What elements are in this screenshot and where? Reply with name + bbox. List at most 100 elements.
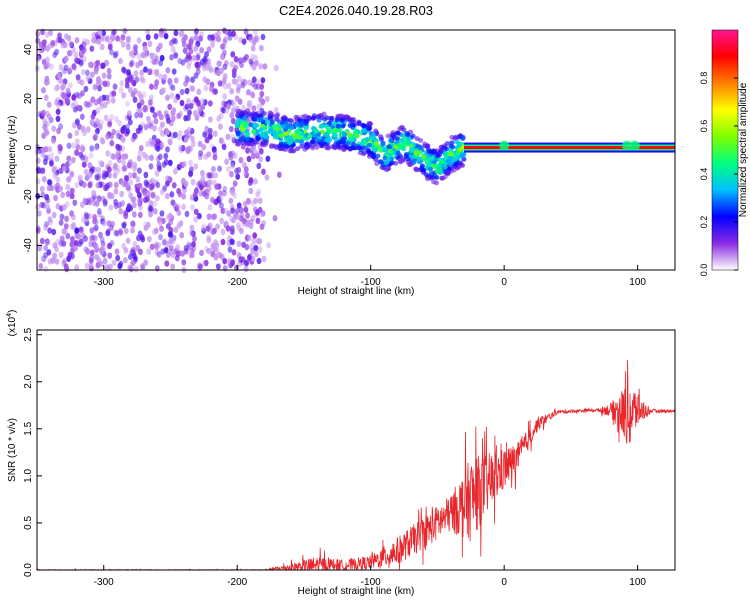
heatmap-cell bbox=[226, 258, 232, 265]
heatmap-cell bbox=[191, 245, 197, 252]
heatmap-cell bbox=[107, 252, 113, 259]
spectrogram-y-tick-label: 40 bbox=[23, 44, 34, 56]
heatmap-cell bbox=[247, 33, 253, 40]
heatmap-cell bbox=[71, 156, 76, 164]
heatmap-cell bbox=[169, 191, 175, 198]
heatmap-cell bbox=[158, 113, 164, 121]
heatmap-cell bbox=[459, 153, 465, 159]
heatmap-cell bbox=[298, 122, 304, 128]
heatmap-cell bbox=[236, 240, 242, 248]
heatmap-cell bbox=[162, 27, 167, 35]
heatmap-cell bbox=[78, 151, 84, 159]
heatmap-cell bbox=[124, 100, 130, 107]
heatmap-cell bbox=[331, 133, 337, 139]
heatmap-cell bbox=[65, 161, 70, 168]
heatmap-cell bbox=[382, 155, 388, 161]
heatmap-cell bbox=[259, 223, 265, 230]
heatmap-cell bbox=[314, 137, 320, 143]
heatmap-cell bbox=[233, 56, 239, 63]
heatmap-cell bbox=[243, 166, 249, 173]
heatmap-cell bbox=[277, 129, 283, 135]
heatmap-cell bbox=[36, 210, 42, 217]
heatmap-cell bbox=[74, 37, 80, 44]
heatmap-cell bbox=[293, 121, 299, 127]
heatmap-cell bbox=[184, 103, 190, 110]
heatmap-cell bbox=[248, 36, 254, 43]
heatmap-cell bbox=[98, 231, 103, 239]
heatmap-cell bbox=[280, 116, 286, 122]
heatmap-cell bbox=[45, 79, 51, 86]
heatmap-cell bbox=[92, 234, 98, 242]
heatmap-cell bbox=[229, 238, 235, 245]
heatmap-cell bbox=[50, 257, 56, 264]
heatmap-cell bbox=[167, 78, 173, 85]
heatmap-cell bbox=[351, 142, 357, 147]
heatmap-cell bbox=[115, 143, 121, 151]
snr-x-label: Height of straight line (km) bbox=[298, 586, 415, 597]
heatmap-cell bbox=[251, 238, 257, 245]
heatmap-cell bbox=[240, 82, 246, 89]
heatmap-cell bbox=[149, 243, 155, 251]
heatmap-cell bbox=[39, 237, 45, 245]
heatmap-cell bbox=[56, 127, 61, 135]
colorbar-tick-label: 0.0 bbox=[699, 264, 709, 277]
heatmap-cell bbox=[130, 91, 136, 98]
heatmap-cell bbox=[203, 84, 209, 92]
heatmap-cell bbox=[299, 143, 305, 149]
heatmap-cell bbox=[85, 126, 91, 133]
heatmap-cell bbox=[148, 163, 154, 170]
heatmap-cell bbox=[107, 242, 113, 250]
heatmap-cell bbox=[297, 135, 303, 141]
heatmap-cell bbox=[90, 113, 96, 120]
heatmap-cell bbox=[145, 195, 150, 203]
heatmap-cell bbox=[68, 66, 74, 73]
heatmap-cell bbox=[386, 144, 393, 150]
heatmap-cell bbox=[192, 191, 198, 199]
heatmap-cell bbox=[158, 233, 163, 241]
heatmap-cell bbox=[113, 229, 119, 237]
heatmap-cell bbox=[151, 138, 157, 146]
heatmap-cell bbox=[386, 166, 392, 172]
heatmap-cell bbox=[207, 172, 213, 179]
heatmap-cell bbox=[89, 119, 95, 126]
heatmap-cell bbox=[117, 228, 123, 235]
heatmap-cell bbox=[46, 113, 52, 120]
heatmap-cell bbox=[457, 133, 464, 138]
heatmap-cell bbox=[252, 36, 257, 44]
heatmap-cell bbox=[58, 64, 64, 71]
heatmap-cell bbox=[113, 162, 118, 170]
heatmap-cell bbox=[130, 246, 136, 254]
heatmap-cell bbox=[130, 227, 135, 234]
heatmap-cell bbox=[354, 133, 360, 139]
heatmap-cell bbox=[148, 123, 154, 130]
heatmap-cell bbox=[263, 134, 269, 140]
heatmap-cell bbox=[70, 102, 76, 109]
heatmap-cell bbox=[218, 123, 223, 130]
heatmap-cell bbox=[105, 133, 111, 141]
heatmap-cell bbox=[442, 164, 448, 170]
heatmap-cell bbox=[145, 34, 151, 41]
heatmap-cell bbox=[120, 136, 126, 143]
heatmap-cell bbox=[93, 144, 99, 151]
heatmap-cell bbox=[154, 70, 160, 78]
heatmap-cell bbox=[356, 145, 362, 151]
heatmap-cell bbox=[133, 44, 139, 51]
heatmap-cell bbox=[230, 162, 235, 169]
heatmap-cell bbox=[430, 155, 436, 161]
heatmap-cell bbox=[93, 68, 99, 75]
heatmap-cell bbox=[347, 116, 354, 122]
heatmap-cell bbox=[104, 133, 110, 140]
heatmap-cell bbox=[319, 123, 325, 129]
heatmap-cell bbox=[45, 45, 50, 52]
heatmap-cell bbox=[255, 135, 261, 141]
heatmap-cell bbox=[248, 176, 254, 184]
heatmap-cell bbox=[120, 41, 126, 48]
heatmap-cell bbox=[74, 181, 80, 189]
heatmap-cell bbox=[137, 230, 143, 237]
heatmap-cell bbox=[179, 146, 185, 153]
heatmap-cell bbox=[259, 131, 265, 137]
heatmap-cell bbox=[447, 155, 454, 161]
heatmap-cell bbox=[188, 102, 194, 110]
heatmap-cell bbox=[241, 38, 247, 45]
heatmap-cell bbox=[146, 248, 152, 255]
